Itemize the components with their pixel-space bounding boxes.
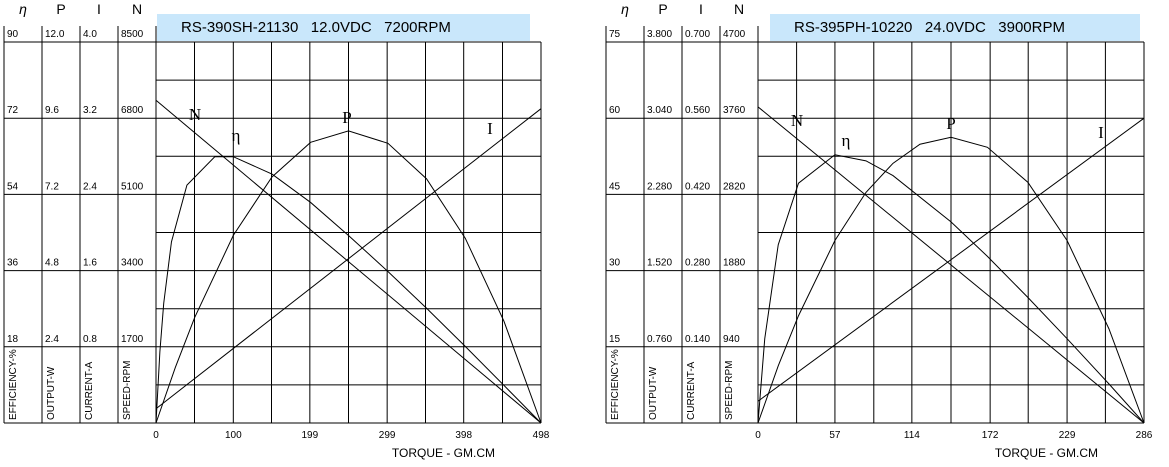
y-tick-label: 2820 (723, 181, 746, 192)
y-tick-label: 1.520 (647, 258, 672, 269)
axis-label: EFFICIENCY-% (8, 349, 19, 420)
curve-label: η (232, 126, 241, 145)
y-tick-label: 72 (7, 105, 19, 116)
y-tick-label: 5100 (121, 181, 144, 192)
axis-label: OUTPUT-W (46, 366, 57, 420)
axis-symbol: P (658, 1, 667, 17)
y-tick-label: 0.560 (685, 105, 710, 116)
curve (757, 117, 1145, 402)
y-tick-label: 3400 (121, 258, 144, 269)
title-box (157, 14, 530, 41)
axis-symbol: P (56, 1, 65, 17)
axis-label: EFFICIENCY-% (610, 349, 621, 420)
x-axis-label: TORQUE - GM.CM (995, 446, 1098, 460)
curve-label: η (842, 131, 851, 150)
y-tick-label: 1700 (121, 334, 144, 345)
x-tick-label: 199 (302, 430, 319, 441)
y-tick-label: 0.760 (647, 334, 672, 345)
x-tick-label: 0 (755, 430, 761, 441)
y-tick-label: 940 (723, 334, 740, 345)
axis-symbol: N (734, 1, 744, 17)
curve (155, 130, 542, 424)
x-tick-label: 172 (982, 430, 999, 441)
y-tick-label: 7.2 (45, 181, 59, 192)
x-tick-label: 229 (1059, 430, 1076, 441)
y-tick-label: 0.420 (685, 181, 710, 192)
y-tick-label: 0.280 (685, 258, 710, 269)
curve (757, 136, 1145, 424)
curve-label: P (342, 108, 351, 127)
y-tick-label: 18 (7, 334, 19, 345)
y-tick-label: 1880 (723, 258, 746, 269)
y-tick-label: 0.8 (83, 334, 97, 345)
x-tick-label: 398 (455, 430, 472, 441)
y-tick-label: 2.4 (45, 334, 59, 345)
y-tick-label: 60 (609, 105, 621, 116)
y-tick-label: 8500 (121, 29, 144, 40)
curve-label: I (1098, 123, 1104, 142)
curve (155, 99, 542, 424)
y-tick-label: 3.800 (647, 29, 672, 40)
title-box (770, 14, 1140, 41)
y-tick-label: 2.280 (647, 181, 672, 192)
x-tick-label: 0 (153, 430, 159, 441)
curve (757, 154, 1145, 424)
y-tick-label: 45 (609, 181, 621, 192)
x-tick-label: 114 (904, 430, 920, 441)
x-tick-label: 299 (379, 430, 396, 441)
y-tick-label: 36 (7, 258, 19, 269)
y-tick-label: 12.0 (45, 29, 65, 40)
x-tick-label: 57 (829, 430, 841, 441)
y-tick-label: 3.2 (83, 105, 97, 116)
y-tick-label: 0.140 (685, 334, 710, 345)
y-tick-label: 54 (7, 181, 19, 192)
x-axis-label: TORQUE - GM.CM (392, 446, 495, 460)
y-tick-label: 90 (7, 29, 19, 40)
chart-title: RS-395PH-10220 24.0VDC 3900RPM (794, 19, 1065, 36)
y-tick-label: 4.8 (45, 258, 59, 269)
curve-label: N (791, 111, 803, 130)
axis-label: OUTPUT-W (648, 366, 659, 420)
axis-label: SPEED-RPM (724, 361, 735, 420)
axis-label: SPEED-RPM (122, 361, 133, 420)
curve-label: I (487, 119, 493, 138)
y-tick-label: 9.6 (45, 105, 59, 116)
y-tick-label: 6800 (121, 105, 144, 116)
axis-symbol: I (97, 1, 101, 17)
axis-symbol: η (19, 1, 27, 17)
curve (155, 108, 542, 410)
y-tick-label: 3.040 (647, 105, 672, 116)
axis-symbol: η (621, 1, 629, 17)
y-tick-label: 75 (609, 29, 621, 40)
curve (757, 106, 1145, 424)
y-tick-label: 3760 (723, 105, 746, 116)
y-tick-label: 2.4 (83, 181, 97, 192)
x-tick-label: 100 (225, 430, 242, 441)
axis-label: CURRENT-A (84, 361, 95, 420)
axis-symbol: N (132, 1, 142, 17)
axis-symbol: I (699, 1, 703, 17)
curve-label: N (189, 105, 201, 124)
x-tick-label: 498 (533, 430, 550, 441)
axis-label: CURRENT-A (686, 361, 697, 420)
curve-label: P (946, 114, 955, 133)
x-tick-label: 286 (1136, 430, 1153, 441)
curve (155, 156, 542, 424)
y-tick-label: 4.0 (83, 29, 97, 40)
y-tick-label: 15 (609, 334, 621, 345)
y-tick-label: 1.6 (83, 258, 97, 269)
y-tick-label: 0.700 (685, 29, 710, 40)
chart-title: RS-390SH-21130 12.0VDC 7200RPM (181, 19, 451, 36)
y-tick-label: 30 (609, 258, 621, 269)
y-tick-label: 4700 (723, 29, 746, 40)
